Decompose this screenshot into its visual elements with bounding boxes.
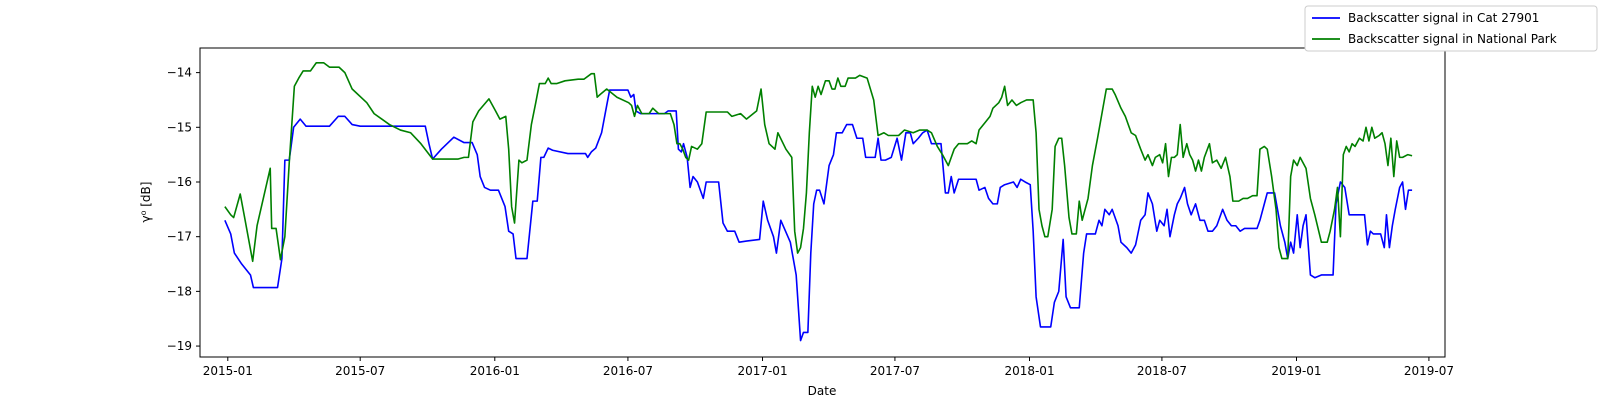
x-tick-label: 2016-07 (603, 364, 653, 378)
y-tick-label: −17 (167, 230, 192, 244)
series-line-1 (225, 63, 1412, 262)
y-tick-label: −19 (167, 339, 192, 353)
y-tick-label: −18 (167, 284, 192, 298)
legend-label-national-park: Backscatter signal in National Park (1348, 32, 1557, 46)
legend-label-cat: Backscatter signal in Cat 27901 (1348, 11, 1539, 25)
series-line-0 (225, 90, 1412, 340)
x-tick-label: 2018-07 (1137, 364, 1187, 378)
y-axis-label: γ⁰ [dB] (139, 182, 153, 223)
x-tick-label: 2019-07 (1404, 364, 1454, 378)
x-axis-label: Date (808, 384, 837, 398)
x-tick-label: 2016-01 (470, 364, 520, 378)
plot-frame (200, 48, 1445, 357)
x-axis: 2015-01 2015-07 2016-01 2016-07 2017-01 2017-… (203, 357, 1454, 378)
y-tick-label: −15 (167, 120, 192, 134)
x-tick-label: 2017-07 (870, 364, 920, 378)
plot-lines (225, 63, 1412, 341)
x-tick-label: 2015-07 (335, 364, 385, 378)
x-tick-label: 2015-01 (203, 364, 253, 378)
x-tick-label: 2017-01 (737, 364, 787, 378)
legend: Backscatter signal in Cat 27901 Backscat… (1305, 6, 1597, 51)
x-tick-label: 2019-01 (1271, 364, 1321, 378)
y-axis: −14 −15 −16 −17 −18 −19 (167, 66, 200, 353)
y-tick-label: −16 (167, 175, 192, 189)
y-tick-label: −14 (167, 66, 192, 80)
x-tick-label: 2018-01 (1004, 364, 1054, 378)
